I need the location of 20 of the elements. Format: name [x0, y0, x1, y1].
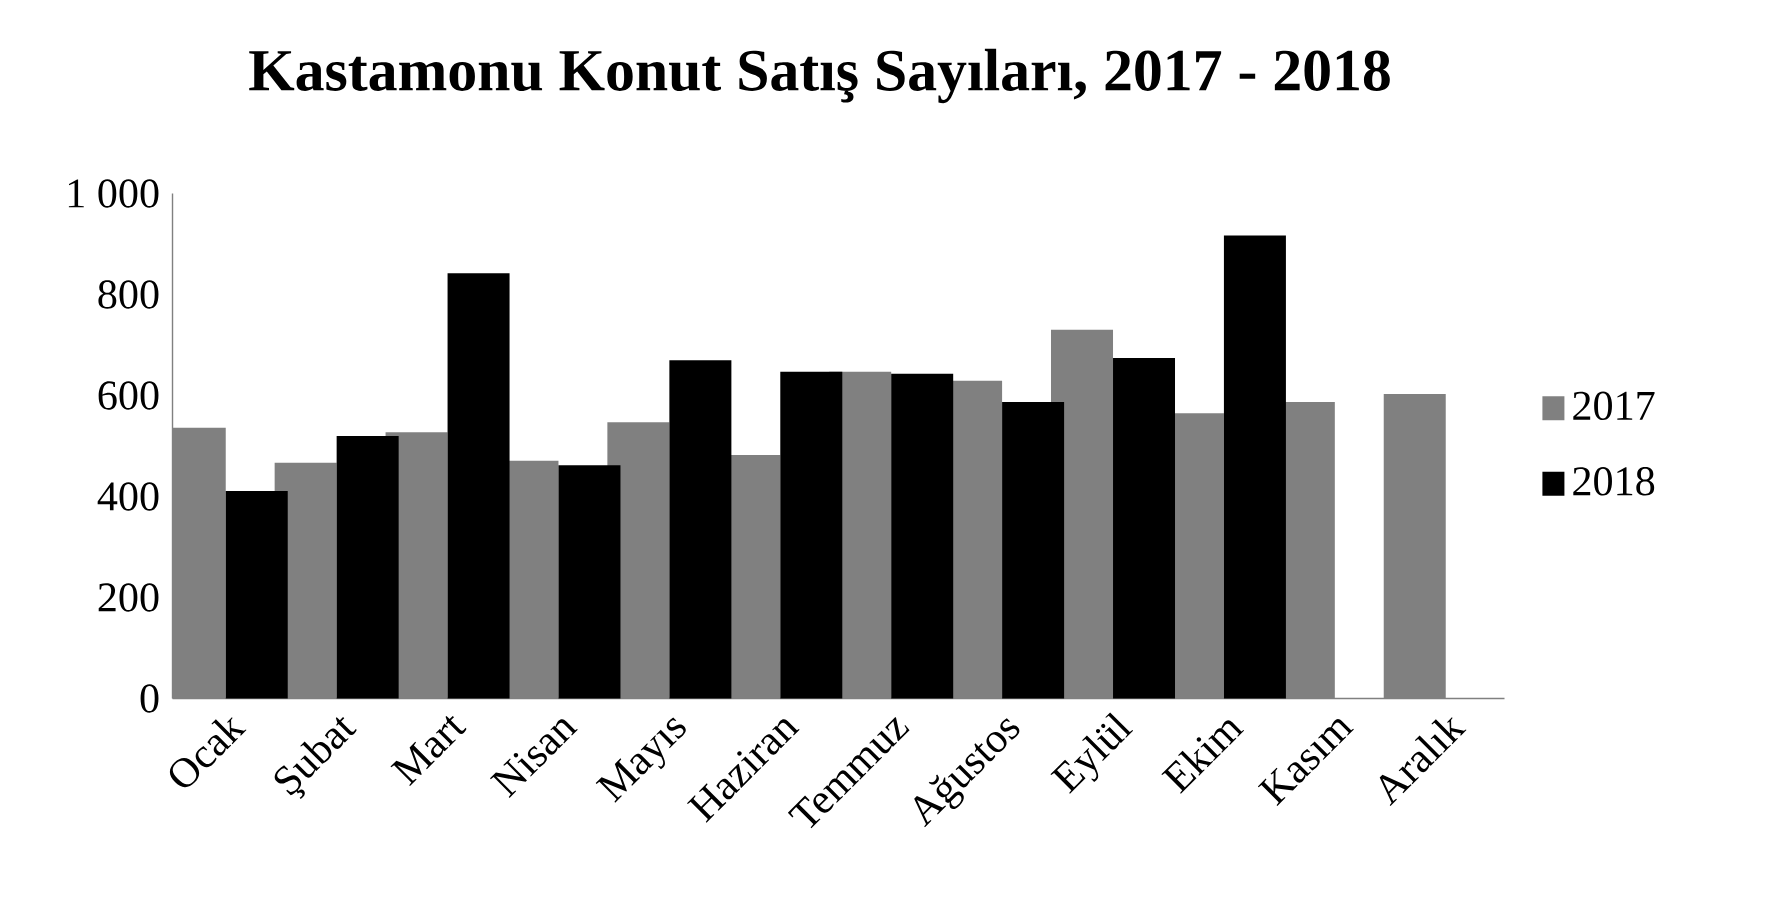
x-tick-label: Mart [390, 715, 467, 787]
bar [558, 465, 621, 699]
bar [336, 435, 399, 699]
bar [1113, 358, 1176, 699]
bar [891, 373, 954, 699]
bar [780, 371, 843, 699]
y-tick-label: 600 [98, 381, 159, 410]
x-tick-label: Ocak [169, 717, 247, 788]
y-tick-label: 1 000 [68, 179, 159, 208]
y-tick-label: 200 [98, 583, 159, 612]
bar [1002, 402, 1065, 699]
bar [669, 360, 732, 699]
bar [1223, 235, 1286, 699]
y-tick-label: 800 [98, 280, 159, 309]
legend-label: 2018 [1573, 467, 1655, 496]
y-tick-label: 0 [140, 684, 159, 713]
bar [447, 273, 510, 699]
y-tick-label: 400 [97, 482, 159, 511]
legend-label: 2017 [1573, 391, 1655, 421]
chart-title: Kastamonu Konut Satış Sayıları, 2017 - 2018 [249, 48, 1390, 104]
